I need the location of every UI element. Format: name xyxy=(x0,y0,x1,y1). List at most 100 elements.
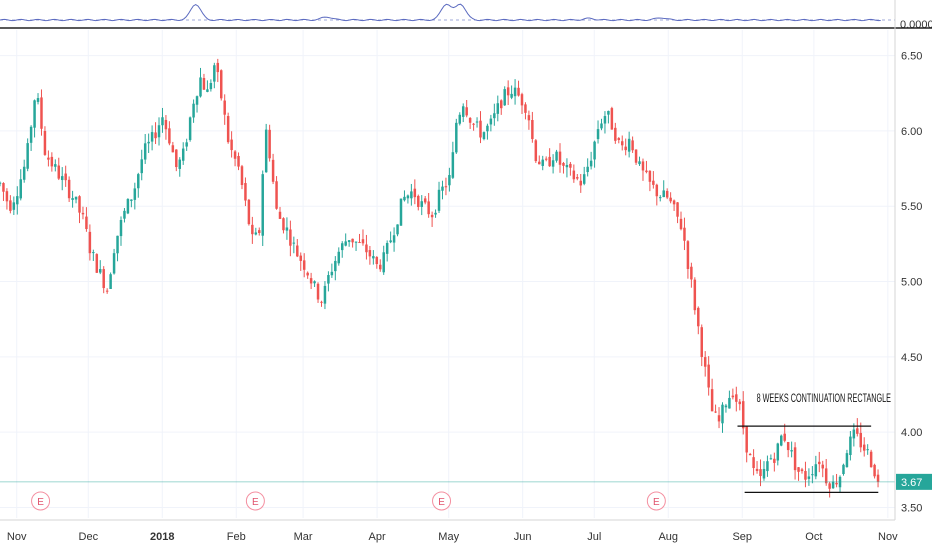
last-price-tag-label: 3.67 xyxy=(901,477,922,489)
candle-body-246 xyxy=(849,436,852,456)
last-price-tag: 3.67 xyxy=(896,473,932,490)
candle-body-228 xyxy=(786,442,790,451)
candle-body-147 xyxy=(506,87,510,96)
candle-body-4 xyxy=(12,202,16,210)
candle-body-110 xyxy=(379,264,382,270)
candle-body-248 xyxy=(856,428,859,434)
candle-body-214 xyxy=(738,401,742,405)
candle-body-80 xyxy=(275,181,278,209)
candle-body-182 xyxy=(627,138,631,152)
candle-body-203 xyxy=(700,327,703,357)
candle-body-73 xyxy=(251,224,254,235)
candle-body-118 xyxy=(406,195,410,199)
candle-body-225 xyxy=(776,443,780,461)
candle-body-180 xyxy=(620,141,624,146)
candle-body-49 xyxy=(168,128,171,144)
candle-body-72 xyxy=(247,199,251,225)
candle-body-159 xyxy=(548,156,551,167)
time-tick-2: 2018 xyxy=(150,531,174,543)
candle-body-42 xyxy=(143,143,147,160)
candle-body-93 xyxy=(320,301,323,303)
candle-body-122 xyxy=(420,201,423,207)
candle-body-48 xyxy=(164,119,168,130)
candle-body-241 xyxy=(831,481,835,489)
candle-body-116 xyxy=(399,198,403,226)
candle-body-113 xyxy=(389,240,392,243)
candle-body-204 xyxy=(703,357,707,367)
candle-body-131 xyxy=(451,152,455,178)
candle-body-138 xyxy=(475,121,479,123)
candle-body-10 xyxy=(33,100,36,128)
candle-body-133 xyxy=(458,114,462,124)
rectangle-label: 8 WEEKS CONTINUATION RECTANGLE xyxy=(757,391,891,405)
earnings-marker-label-1: E xyxy=(252,497,259,508)
candle-body-171 xyxy=(589,160,593,167)
candle-body-202 xyxy=(697,307,700,327)
candle-body-22 xyxy=(74,196,78,200)
candle-body-129 xyxy=(444,186,448,188)
candle-body-9 xyxy=(29,126,33,143)
candle-body-16 xyxy=(54,164,57,167)
candle-body-215 xyxy=(741,401,745,429)
candle-body-17 xyxy=(57,165,61,179)
candle-body-106 xyxy=(365,244,368,253)
candle-body-253 xyxy=(873,464,876,477)
candle-body-136 xyxy=(468,118,472,123)
candle-body-217 xyxy=(748,454,752,456)
candle-body-18 xyxy=(60,176,64,181)
candle-body-183 xyxy=(631,140,634,151)
last-price-tag-bg xyxy=(896,473,932,490)
earnings-marker-label-2: E xyxy=(438,497,445,508)
candle-body-112 xyxy=(385,242,389,254)
candle-body-166 xyxy=(572,170,576,180)
candle-body-145 xyxy=(500,100,503,109)
candle-body-169 xyxy=(582,174,586,184)
candle-body-234 xyxy=(807,476,811,479)
candle-body-197 xyxy=(679,218,683,230)
candle-body-176 xyxy=(607,110,610,115)
candle-body-213 xyxy=(735,394,738,402)
candle-body-137 xyxy=(472,123,475,125)
candle-body-94 xyxy=(323,285,327,304)
candle-body-103 xyxy=(354,241,358,243)
time-axis[interactable]: Nov Dec 2018 Feb Mar Apr May Jun Jul Aug Sep Oct Nov xyxy=(7,531,898,543)
time-tick-8: Jul xyxy=(587,531,601,543)
earnings-marker-2 xyxy=(432,491,452,511)
candle-body-226 xyxy=(780,435,783,446)
candle-body-194 xyxy=(669,197,672,202)
candle-body-41 xyxy=(140,159,143,174)
candle-body-220 xyxy=(759,469,762,477)
candle-body-252 xyxy=(869,451,873,468)
candle-body-97 xyxy=(334,260,337,272)
candles xyxy=(0,58,880,498)
candle-body-69 xyxy=(237,155,240,167)
earnings-marker-1 xyxy=(245,491,265,511)
candle-body-57 xyxy=(195,96,199,105)
price-tick-6: 3.50 xyxy=(901,502,922,514)
candle-body-20 xyxy=(67,179,71,199)
candle-body-209 xyxy=(721,404,724,424)
candle-body-60 xyxy=(206,89,209,92)
candle-body-83 xyxy=(285,227,289,231)
candle-body-38 xyxy=(130,199,133,201)
candle-body-27 xyxy=(92,252,95,254)
candle-body-62 xyxy=(213,65,216,82)
earnings-marker-3 xyxy=(646,491,666,511)
candle-body-2 xyxy=(5,191,9,202)
candle-body-81 xyxy=(278,211,282,219)
candle-body-161 xyxy=(555,151,558,161)
candle-body-35 xyxy=(119,219,123,237)
candle-body-52 xyxy=(178,159,182,169)
candle-body-29 xyxy=(99,269,102,273)
candle-body-23 xyxy=(78,196,81,213)
price-axis[interactable]: 6.50 6.00 5.50 5.00 4.50 4.00 3.50 xyxy=(901,51,922,515)
time-tick-0: Nov xyxy=(7,531,27,543)
earnings-marker-label-3: E xyxy=(653,497,660,508)
candle-body-105 xyxy=(361,239,365,244)
candle-body-55 xyxy=(188,117,192,140)
candle-body-144 xyxy=(496,103,500,114)
candle-body-15 xyxy=(50,156,54,167)
candle-body-30 xyxy=(102,269,105,289)
